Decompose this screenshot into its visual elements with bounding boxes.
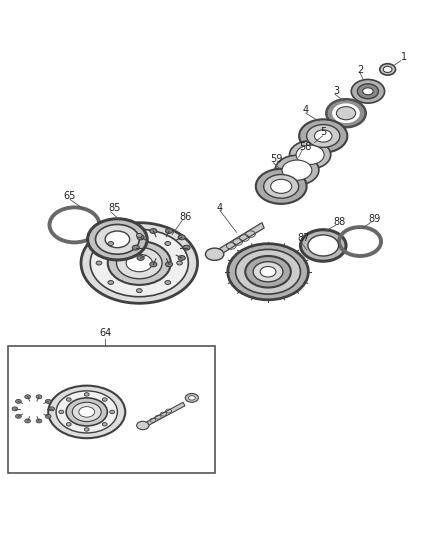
Ellipse shape bbox=[12, 407, 18, 411]
Ellipse shape bbox=[137, 421, 149, 430]
Ellipse shape bbox=[59, 410, 64, 414]
Ellipse shape bbox=[81, 223, 198, 303]
Ellipse shape bbox=[282, 160, 312, 180]
Ellipse shape bbox=[88, 219, 147, 260]
Ellipse shape bbox=[136, 233, 142, 237]
Ellipse shape bbox=[45, 414, 51, 418]
Text: 87: 87 bbox=[298, 233, 310, 243]
Ellipse shape bbox=[136, 288, 142, 293]
Ellipse shape bbox=[178, 235, 185, 240]
Ellipse shape bbox=[45, 399, 51, 403]
Ellipse shape bbox=[102, 423, 107, 426]
Text: 4: 4 bbox=[302, 105, 308, 115]
Ellipse shape bbox=[48, 386, 125, 438]
Ellipse shape bbox=[177, 261, 183, 265]
Ellipse shape bbox=[66, 398, 107, 426]
Bar bbox=[8, 346, 215, 473]
Ellipse shape bbox=[102, 398, 107, 401]
Ellipse shape bbox=[56, 391, 117, 433]
Text: 58: 58 bbox=[299, 142, 311, 152]
Ellipse shape bbox=[271, 179, 292, 193]
Ellipse shape bbox=[137, 235, 144, 240]
Text: 3: 3 bbox=[333, 86, 339, 96]
Ellipse shape bbox=[66, 423, 71, 426]
Ellipse shape bbox=[66, 398, 71, 401]
Ellipse shape bbox=[178, 255, 185, 261]
Text: 86: 86 bbox=[180, 212, 192, 222]
Ellipse shape bbox=[110, 410, 115, 414]
Ellipse shape bbox=[150, 229, 157, 233]
Ellipse shape bbox=[79, 407, 95, 417]
Ellipse shape bbox=[165, 241, 171, 246]
Ellipse shape bbox=[228, 244, 308, 300]
Ellipse shape bbox=[290, 141, 331, 169]
Ellipse shape bbox=[132, 245, 139, 250]
Ellipse shape bbox=[336, 107, 356, 120]
Ellipse shape bbox=[308, 235, 339, 256]
Ellipse shape bbox=[380, 64, 396, 75]
Ellipse shape bbox=[108, 241, 113, 246]
Ellipse shape bbox=[84, 427, 89, 431]
Ellipse shape bbox=[275, 155, 319, 185]
Ellipse shape bbox=[357, 84, 378, 99]
Ellipse shape bbox=[72, 402, 101, 422]
Ellipse shape bbox=[183, 245, 190, 250]
Text: 4: 4 bbox=[217, 203, 223, 213]
Ellipse shape bbox=[105, 231, 130, 248]
Ellipse shape bbox=[165, 280, 171, 285]
Ellipse shape bbox=[36, 395, 42, 399]
Ellipse shape bbox=[137, 255, 144, 261]
Ellipse shape bbox=[363, 88, 373, 95]
Ellipse shape bbox=[351, 79, 385, 103]
Ellipse shape bbox=[108, 241, 171, 285]
Text: 88: 88 bbox=[333, 217, 345, 227]
Polygon shape bbox=[214, 223, 264, 257]
Ellipse shape bbox=[260, 266, 276, 277]
Ellipse shape bbox=[185, 393, 198, 402]
Text: 64: 64 bbox=[99, 328, 111, 338]
Text: 65: 65 bbox=[64, 191, 76, 201]
Ellipse shape bbox=[245, 256, 291, 287]
Ellipse shape bbox=[16, 399, 21, 403]
Ellipse shape bbox=[166, 229, 173, 233]
Ellipse shape bbox=[49, 407, 54, 411]
Ellipse shape bbox=[95, 224, 139, 254]
Ellipse shape bbox=[108, 280, 113, 285]
Ellipse shape bbox=[166, 262, 173, 266]
Text: 1: 1 bbox=[401, 52, 407, 61]
Ellipse shape bbox=[300, 230, 346, 261]
Ellipse shape bbox=[25, 395, 31, 399]
Ellipse shape bbox=[236, 249, 300, 294]
Polygon shape bbox=[142, 402, 185, 427]
Ellipse shape bbox=[36, 419, 42, 423]
Ellipse shape bbox=[84, 393, 89, 396]
Ellipse shape bbox=[188, 395, 195, 400]
Ellipse shape bbox=[126, 254, 152, 272]
Text: 59: 59 bbox=[270, 155, 283, 165]
Ellipse shape bbox=[205, 248, 224, 260]
Text: 85: 85 bbox=[109, 203, 121, 213]
Text: 5: 5 bbox=[320, 127, 326, 138]
Ellipse shape bbox=[264, 174, 299, 198]
Ellipse shape bbox=[307, 125, 340, 147]
Ellipse shape bbox=[150, 262, 157, 266]
Text: 89: 89 bbox=[369, 214, 381, 224]
Ellipse shape bbox=[296, 145, 324, 165]
Ellipse shape bbox=[256, 169, 307, 204]
Ellipse shape bbox=[383, 66, 392, 72]
Ellipse shape bbox=[299, 119, 347, 152]
Ellipse shape bbox=[117, 247, 162, 279]
Text: 2: 2 bbox=[357, 64, 363, 75]
Ellipse shape bbox=[96, 261, 102, 265]
Ellipse shape bbox=[90, 229, 188, 297]
Ellipse shape bbox=[314, 130, 332, 142]
Ellipse shape bbox=[16, 414, 21, 418]
Ellipse shape bbox=[253, 262, 283, 282]
Ellipse shape bbox=[326, 99, 366, 127]
Ellipse shape bbox=[25, 419, 31, 423]
Ellipse shape bbox=[333, 104, 359, 123]
